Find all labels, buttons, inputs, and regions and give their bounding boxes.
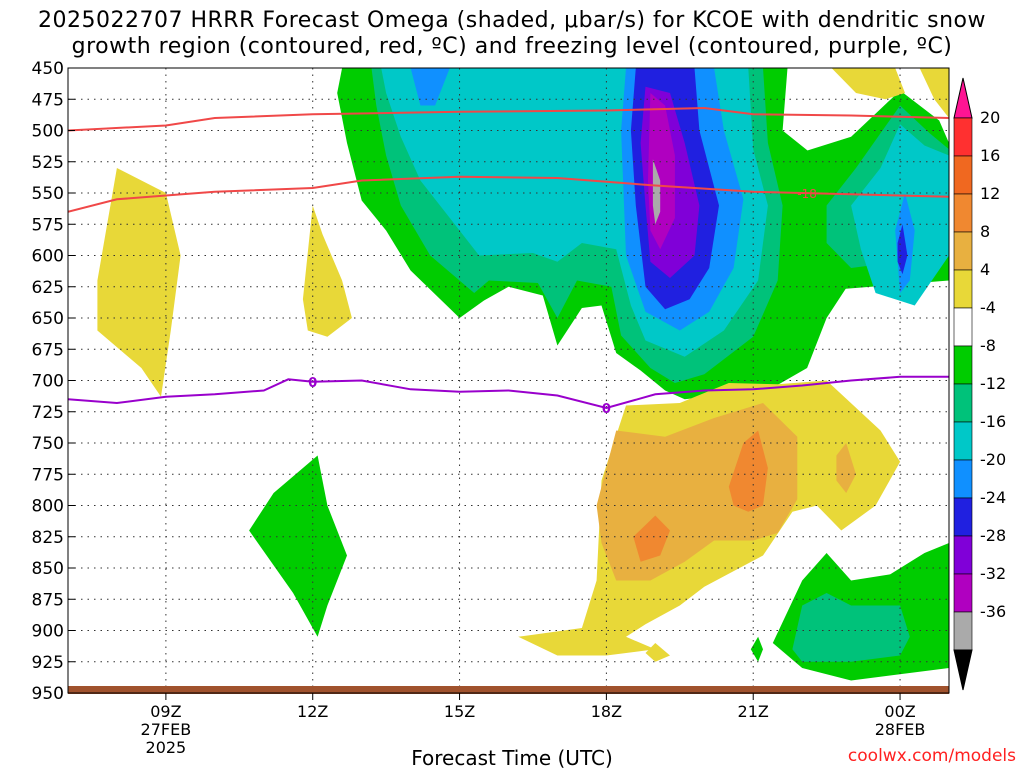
omega-region-22 — [633, 515, 670, 562]
colorbar-bin — [953, 307, 973, 347]
y-tick-label: 450 — [32, 59, 64, 79]
dgz-contour-label: -18 — [797, 187, 817, 201]
colorbar-bin — [953, 497, 973, 537]
dgz-contour--18 — [68, 175, 949, 213]
colorbar-label: -24 — [980, 488, 1006, 507]
omega-region-6 — [410, 68, 450, 106]
colorbar-label: -20 — [980, 450, 1006, 469]
y-tick-label: 825 — [32, 528, 64, 548]
y-tick-label: 675 — [32, 340, 64, 360]
colorbar-label: -4 — [980, 298, 996, 317]
colorbar-bin — [953, 611, 973, 651]
colorbar-label: -16 — [980, 412, 1006, 431]
freezing-level-label: 0 — [308, 376, 317, 391]
gridlines — [68, 68, 949, 693]
colorbar-label: 8 — [980, 222, 990, 241]
y-tick-label: 600 — [32, 247, 64, 267]
colorbar-bin — [953, 535, 973, 575]
omega-region-17 — [919, 68, 949, 118]
colorbar-label: 4 — [980, 260, 990, 279]
colorbar-label: -28 — [980, 526, 1006, 545]
x-tick-label: 00Z — [884, 702, 915, 721]
y-tick-label: 925 — [32, 653, 64, 673]
colorbar-bin — [953, 193, 973, 233]
y-tick-label: 525 — [32, 153, 64, 173]
y-tick-label: 575 — [32, 215, 64, 235]
colorbar-label: 12 — [980, 184, 1000, 203]
x-tick-label: 18Z — [591, 702, 622, 721]
colorbar-label: -32 — [980, 564, 1006, 583]
colorbar-bin — [953, 117, 973, 157]
y-tick-label: 500 — [32, 122, 64, 142]
colorbar-label: -36 — [980, 602, 1006, 621]
y-tick-label: 900 — [32, 622, 64, 642]
chart-title-line-1: 2025022707 HRRR Forecast Omega (shaded, … — [38, 8, 986, 33]
colorbar-label: 16 — [980, 146, 1000, 165]
omega-region-26 — [750, 636, 763, 662]
contour-lines: 0 0 -18 — [68, 106, 949, 417]
colorbar-top-arrow — [953, 77, 973, 119]
colorbar: 20 16 12 8 4 -4 -8 -12 -16 -20 -24 -28 -32 -36 — [953, 77, 1006, 691]
chart-title-line-2: growth region (contoured, red, ºC) and f… — [71, 34, 953, 59]
y-tick-label: 775 — [32, 465, 64, 485]
y-tick-label: 650 — [32, 309, 64, 329]
colorbar-bin — [953, 383, 973, 423]
omega-region-28 — [836, 611, 886, 650]
terrain-bar — [68, 686, 949, 694]
x-tick-year: 2025 — [146, 738, 187, 757]
colorbar-label: 20 — [980, 108, 1000, 127]
y-tick-label: 875 — [32, 590, 64, 610]
y-tick-label: 725 — [32, 403, 64, 423]
dgz-contour--12 — [68, 106, 949, 132]
x-tick-label: 21Z — [738, 702, 769, 721]
omega-region-13 — [652, 159, 661, 225]
y-tick-label: 475 — [32, 90, 64, 110]
y-tick-label: 550 — [32, 184, 64, 204]
x-axis-title: Forecast Time (UTC) — [411, 746, 613, 770]
y-tick-label: 850 — [32, 559, 64, 579]
colorbar-bin — [953, 231, 973, 271]
omega-region-16 — [831, 68, 905, 100]
x-tick-date: 27FEB — [141, 720, 192, 739]
omega-region-19 — [645, 643, 670, 662]
omega-region-21 — [836, 443, 856, 493]
omega-shading — [97, 68, 949, 681]
credit-link[interactable]: coolwx.com/models — [847, 746, 1016, 766]
colorbar-bin — [953, 459, 973, 499]
y-tick-label: 700 — [32, 372, 64, 392]
omega-region-14 — [97, 168, 181, 397]
colorbar-bin — [953, 345, 973, 385]
colorbar-bin — [953, 573, 973, 613]
y-tick-label: 625 — [32, 278, 64, 298]
y-tick-label: 950 — [32, 684, 64, 704]
x-tick-label: 09Z — [150, 702, 181, 721]
y-tick-label: 750 — [32, 434, 64, 454]
colorbar-label: -12 — [980, 374, 1006, 393]
y-tick-label: 800 — [32, 497, 64, 517]
omega-region-10 — [897, 224, 908, 275]
freezing-level-contour — [68, 375, 949, 410]
colorbar-bin — [953, 155, 973, 195]
colorbar-bin — [953, 269, 973, 309]
omega-region-15 — [302, 205, 352, 337]
colorbar-label: -8 — [980, 336, 996, 355]
x-tick-date: 28FEB — [875, 720, 926, 739]
colorbar-bin — [953, 421, 973, 461]
freezing-level-label: 0 — [602, 402, 611, 417]
colorbar-bottom-arrow — [953, 649, 973, 691]
x-tick-label: 12Z — [297, 702, 328, 721]
omega-region-24 — [249, 455, 347, 637]
x-tick-label: 15Z — [444, 702, 475, 721]
omega-region-23 — [728, 430, 768, 512]
y-axis: 450 475 500 525 550 575 600 625 650 675 700 725 750 7… — [32, 59, 75, 704]
